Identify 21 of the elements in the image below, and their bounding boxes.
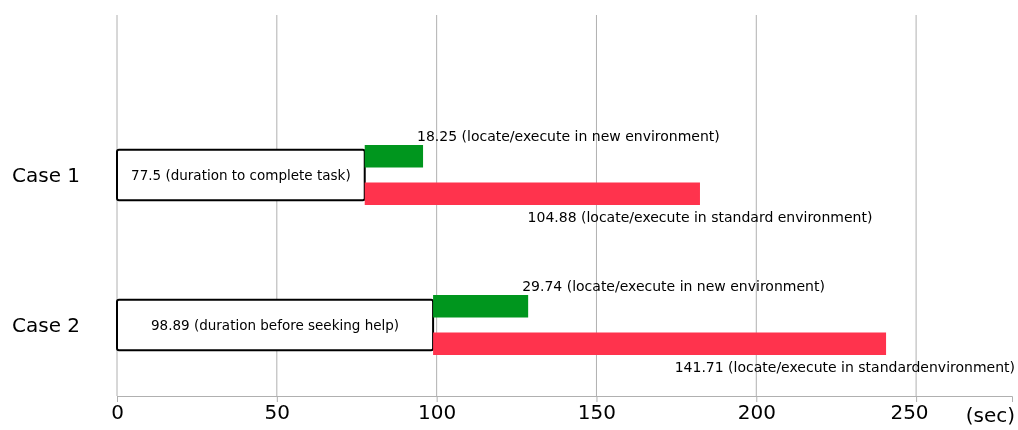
data-label: 29.74 (locate/execute in new environment) bbox=[522, 278, 825, 294]
bar bbox=[364, 182, 700, 205]
data-label: 77.5 (duration to complete task) bbox=[131, 166, 351, 183]
x-tick-label: 250 bbox=[890, 400, 929, 425]
y-tick-label: Case 1 bbox=[12, 163, 81, 187]
data-label: 18.25 (locate/execute in new environment) bbox=[417, 128, 720, 144]
x-tick-label: 0 bbox=[111, 400, 124, 425]
bar bbox=[116, 298, 435, 352]
bar bbox=[364, 145, 424, 168]
x-axis-title: (sec) bbox=[965, 403, 1015, 427]
bar bbox=[116, 148, 366, 202]
data-label: 98.89 (duration before seeking help) bbox=[150, 316, 400, 333]
x-tick-label: 100 bbox=[418, 400, 457, 425]
data-label: 104.88 (locate/execute in standard environment) bbox=[527, 209, 873, 225]
x-tick-label: 150 bbox=[577, 400, 617, 425]
bar bbox=[433, 295, 529, 318]
y-tick-label: Case 2 bbox=[12, 313, 81, 337]
x-tick-label: 50 bbox=[264, 400, 291, 425]
data-label: 141.71 (locate/execute in standardenvironment) bbox=[674, 359, 1015, 375]
x-tick-label: 200 bbox=[737, 400, 776, 425]
bar bbox=[433, 332, 887, 355]
